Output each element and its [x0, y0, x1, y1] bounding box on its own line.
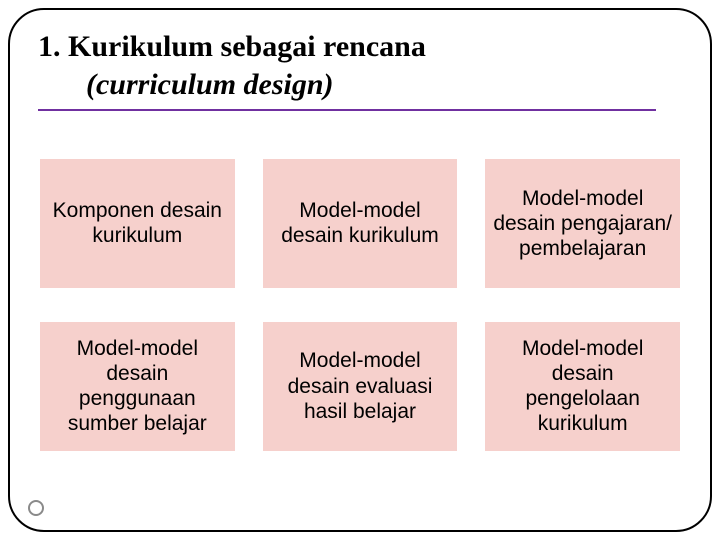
cell-label: Komponen desain kurikulum [48, 198, 227, 248]
title-underline [38, 109, 656, 111]
grid-cell: Model-model desain kurikulum [263, 159, 458, 288]
content-grid: Komponen desain kurikulum Model-model de… [38, 159, 682, 451]
slide-frame: 1. Kurikulum sebagai rencana (curriculum… [8, 8, 712, 532]
grid-cell: Model-model desain penggunaan sumber bel… [40, 322, 235, 451]
title-line-1: 1. Kurikulum sebagai rencana [38, 28, 682, 66]
cell-label: Model-model desain evaluasi hasil belaja… [271, 348, 450, 424]
grid-cell: Komponen desain kurikulum [40, 159, 235, 288]
cell-label: Model-model desain penggunaan sumber bel… [48, 336, 227, 437]
cell-label: Model-model desain pengelolaan kurikulum [493, 336, 672, 437]
title-line-2: (curriculum design) [38, 66, 682, 104]
corner-circle-icon [28, 500, 44, 516]
grid-cell: Model-model desain pengelolaan kurikulum [485, 322, 680, 451]
cell-label: Model-model desain pengajaran/ pembelaja… [493, 186, 672, 262]
grid-cell: Model-model desain pengajaran/ pembelaja… [485, 159, 680, 288]
slide-title: 1. Kurikulum sebagai rencana (curriculum… [38, 28, 682, 103]
grid-cell: Model-model desain evaluasi hasil belaja… [263, 322, 458, 451]
cell-label: Model-model desain kurikulum [271, 198, 450, 248]
